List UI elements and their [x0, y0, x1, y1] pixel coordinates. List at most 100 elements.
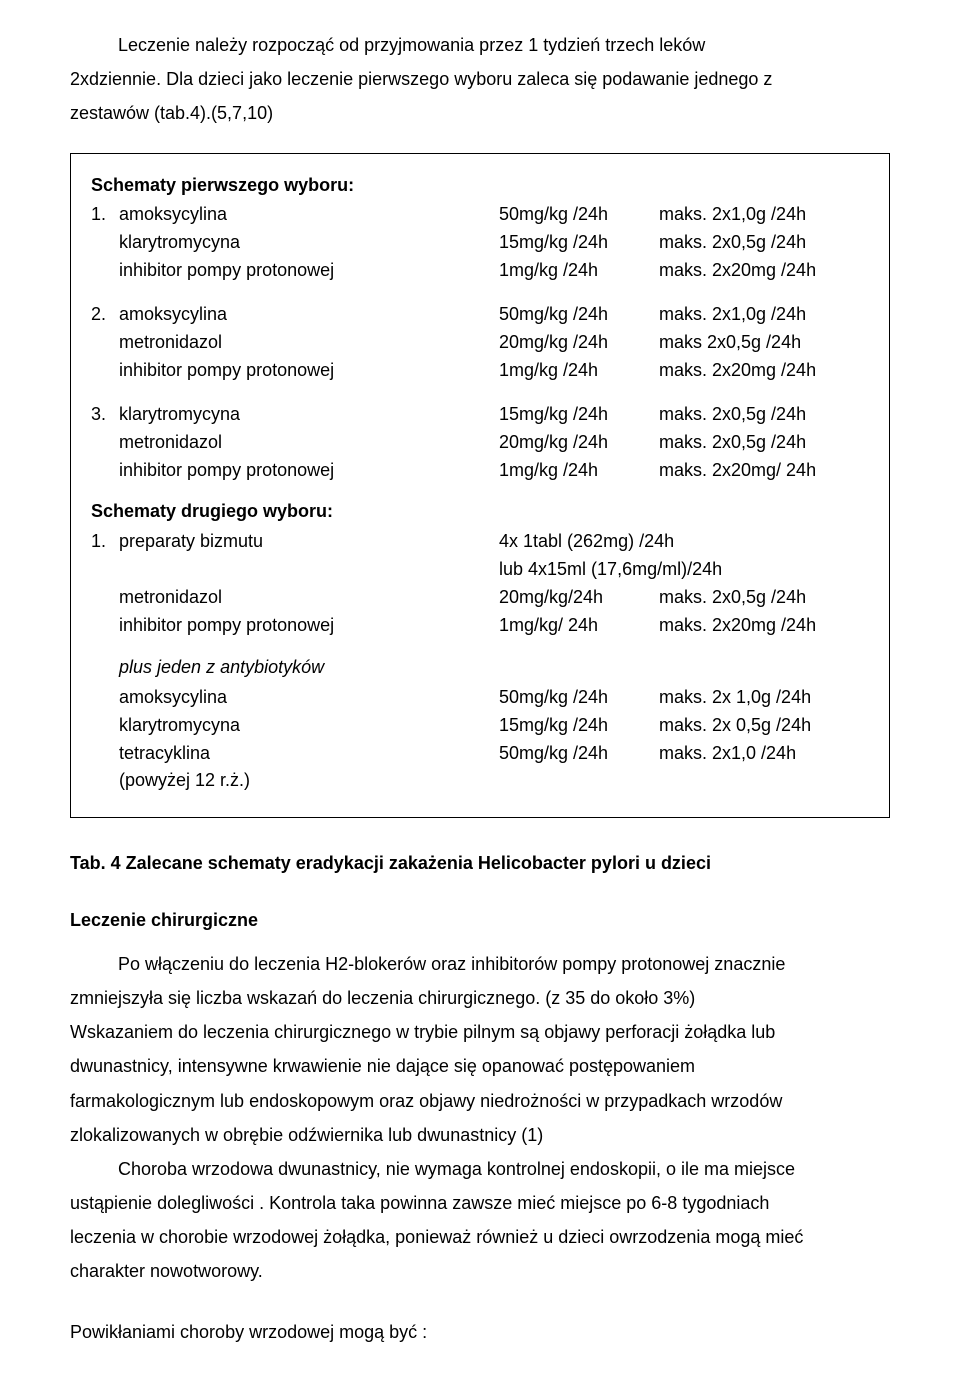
- spacer: [91, 556, 119, 584]
- drug-name: klarytromycyna: [119, 712, 499, 740]
- scheme-row: klarytromycyna 15mg/kg /24h maks. 2x0,5g…: [91, 229, 869, 257]
- scheme-row: 2. amoksycylina 50mg/kg /24h maks. 2x1,0…: [91, 301, 869, 329]
- spacer: [499, 767, 659, 795]
- drug-max: maks. 2x20mg/ 24h: [659, 457, 869, 485]
- intro-line: 2xdziennie. Dla dzieci jako leczenie pie…: [70, 62, 890, 96]
- spacer: [91, 712, 119, 740]
- body-line: leczenia w chorobie wrzodowej żołądka, p…: [70, 1220, 890, 1254]
- drug-dose: 20mg/kg/24h: [499, 584, 659, 612]
- scheme-heading-first: Schematy pierwszego wyboru:: [91, 172, 869, 200]
- scheme-box: Schematy pierwszego wyboru: 1. amoksycyl…: [70, 153, 890, 819]
- drug-max: maks. 2x1,0g /24h: [659, 301, 869, 329]
- spacer: [91, 329, 119, 357]
- intro-line: zestawów (tab.4).(5,7,10): [70, 96, 890, 130]
- spacer: [119, 556, 543, 584]
- drug-dose: 50mg/kg /24h: [499, 684, 659, 712]
- gap: [91, 640, 869, 654]
- scheme-row: inhibitor pompy protonowej 1mg/kg /24h m…: [91, 257, 869, 285]
- scheme-2: 2. amoksycylina 50mg/kg /24h maks. 2x1,0…: [91, 301, 869, 385]
- drug-dose: 50mg/kg /24h: [499, 301, 659, 329]
- spacer: [91, 584, 119, 612]
- drug-dose: 50mg/kg /24h: [499, 201, 659, 229]
- scheme-3: 3. klarytromycyna 15mg/kg /24h maks. 2x0…: [91, 401, 869, 485]
- drug-max: maks. 2x0,5g /24h: [659, 429, 869, 457]
- drug-name: inhibitor pompy protonowej: [119, 612, 499, 640]
- drug-dose: 20mg/kg /24h: [499, 429, 659, 457]
- drug-name: metronidazol: [119, 584, 499, 612]
- drug-name: inhibitor pompy protonowej: [119, 357, 499, 385]
- body-line: Choroba wrzodowa dwunastnicy, nie wymaga…: [70, 1152, 890, 1186]
- drug-name: tetracyklina: [119, 740, 499, 768]
- scheme-row: (powyżej 12 r.ż.): [91, 767, 869, 795]
- drug-dose: 4x 1tabl (262mg) /24h: [499, 528, 869, 556]
- body-line: zlokalizowanych w obrębie odźwiernika lu…: [70, 1118, 890, 1152]
- scheme-row: inhibitor pompy protonowej 1mg/kg /24h m…: [91, 457, 869, 485]
- gap: [91, 385, 869, 399]
- drug-dose: 1mg/kg/ 24h: [499, 612, 659, 640]
- drug-dose: lub 4x15ml (17,6mg/ml)/24h: [499, 556, 869, 584]
- intro-line: Leczenie należy rozpocząć od przyjmowani…: [70, 28, 890, 62]
- scheme-row: klarytromycyna 15mg/kg /24h maks. 2x 0,5…: [91, 712, 869, 740]
- scheme-row: inhibitor pompy protonowej 1mg/kg /24h m…: [91, 357, 869, 385]
- spacer: [659, 767, 869, 795]
- spacer: [91, 457, 119, 485]
- section-subhead: Leczenie chirurgiczne: [70, 903, 890, 937]
- drug-max: maks. 2x20mg /24h: [659, 357, 869, 385]
- scheme-index: 1.: [91, 528, 119, 556]
- drug-max: maks. 2x20mg /24h: [659, 612, 869, 640]
- drug-dose: 1mg/kg /24h: [499, 257, 659, 285]
- scheme-row: tetracyklina 50mg/kg /24h maks. 2x1,0 /2…: [91, 740, 869, 768]
- document-page: Leczenie należy rozpocząć od przyjmowani…: [0, 0, 960, 1397]
- scheme-1: 1. amoksycylina 50mg/kg /24h maks. 2x1,0…: [91, 201, 869, 285]
- drug-max: maks. 2x20mg /24h: [659, 257, 869, 285]
- drug-name: preparaty bizmutu: [119, 528, 499, 556]
- drug-name: amoksycylina: [119, 201, 499, 229]
- scheme-row: amoksycylina 50mg/kg /24h maks. 2x 1,0g …: [91, 684, 869, 712]
- plus-note: plus jeden z antybiotyków: [91, 654, 869, 682]
- scheme-index: 1.: [91, 201, 119, 229]
- body-line: zmniejszyła się liczba wskazań do leczen…: [70, 981, 890, 1015]
- drug-name: amoksycylina: [119, 684, 499, 712]
- scheme-heading-second: Schematy drugiego wyboru:: [91, 498, 869, 526]
- body-line: dwunastnicy, intensywne krwawienie nie d…: [70, 1049, 890, 1083]
- drug-max: maks. 2x 0,5g /24h: [659, 712, 869, 740]
- scheme-row: metronidazol 20mg/kg /24h maks 2x0,5g /2…: [91, 329, 869, 357]
- scheme-row: 1. preparaty bizmutu 4x 1tabl (262mg) /2…: [91, 528, 869, 556]
- spacer: [91, 767, 119, 795]
- body-line: Wskazaniem do leczenia chirurgicznego w …: [70, 1015, 890, 1049]
- spacer: [91, 229, 119, 257]
- drug-name: amoksycylina: [119, 301, 499, 329]
- body-line: ustąpienie dolegliwości . Kontrola taka …: [70, 1186, 890, 1220]
- body-line: charakter nowotworowy.: [70, 1254, 890, 1288]
- scheme-5: amoksycylina 50mg/kg /24h maks. 2x 1,0g …: [91, 684, 869, 796]
- drug-name: klarytromycyna: [119, 229, 499, 257]
- spacer: [91, 684, 119, 712]
- drug-dose: 15mg/kg /24h: [499, 401, 659, 429]
- scheme-index: 3.: [91, 401, 119, 429]
- spacer: [91, 740, 119, 768]
- drug-dose: 50mg/kg /24h: [499, 740, 659, 768]
- spacer: [91, 429, 119, 457]
- scheme-row: lub 4x15ml (17,6mg/ml)/24h: [91, 556, 869, 584]
- body-paragraph-1: Po włączeniu do leczenia H2-blokerów ora…: [70, 947, 890, 1289]
- drug-max: maks. 2x1,0g /24h: [659, 201, 869, 229]
- drug-max: maks. 2x0,5g /24h: [659, 584, 869, 612]
- drug-name: (powyżej 12 r.ż.): [119, 767, 499, 795]
- drug-dose: 15mg/kg /24h: [499, 712, 659, 740]
- drug-name: metronidazol: [119, 329, 499, 357]
- scheme-row: 1. amoksycylina 50mg/kg /24h maks. 2x1,0…: [91, 201, 869, 229]
- drug-max: maks 2x0,5g /24h: [659, 329, 869, 357]
- drug-dose: 20mg/kg /24h: [499, 329, 659, 357]
- scheme-index: 2.: [91, 301, 119, 329]
- drug-dose: 1mg/kg /24h: [499, 457, 659, 485]
- drug-name: inhibitor pompy protonowej: [119, 457, 499, 485]
- table-caption: Tab. 4 Zalecane schematy eradykacji zaka…: [70, 846, 890, 880]
- spacer: [91, 257, 119, 285]
- drug-max: maks. 2x1,0 /24h: [659, 740, 869, 768]
- spacer: [91, 612, 119, 640]
- gap: [91, 285, 869, 299]
- complications-line: Powikłaniami choroby wrzodowej mogą być …: [70, 1315, 890, 1349]
- scheme-row: metronidazol 20mg/kg/24h maks. 2x0,5g /2…: [91, 584, 869, 612]
- drug-dose: 15mg/kg /24h: [499, 229, 659, 257]
- body-line: Po włączeniu do leczenia H2-blokerów ora…: [70, 947, 890, 981]
